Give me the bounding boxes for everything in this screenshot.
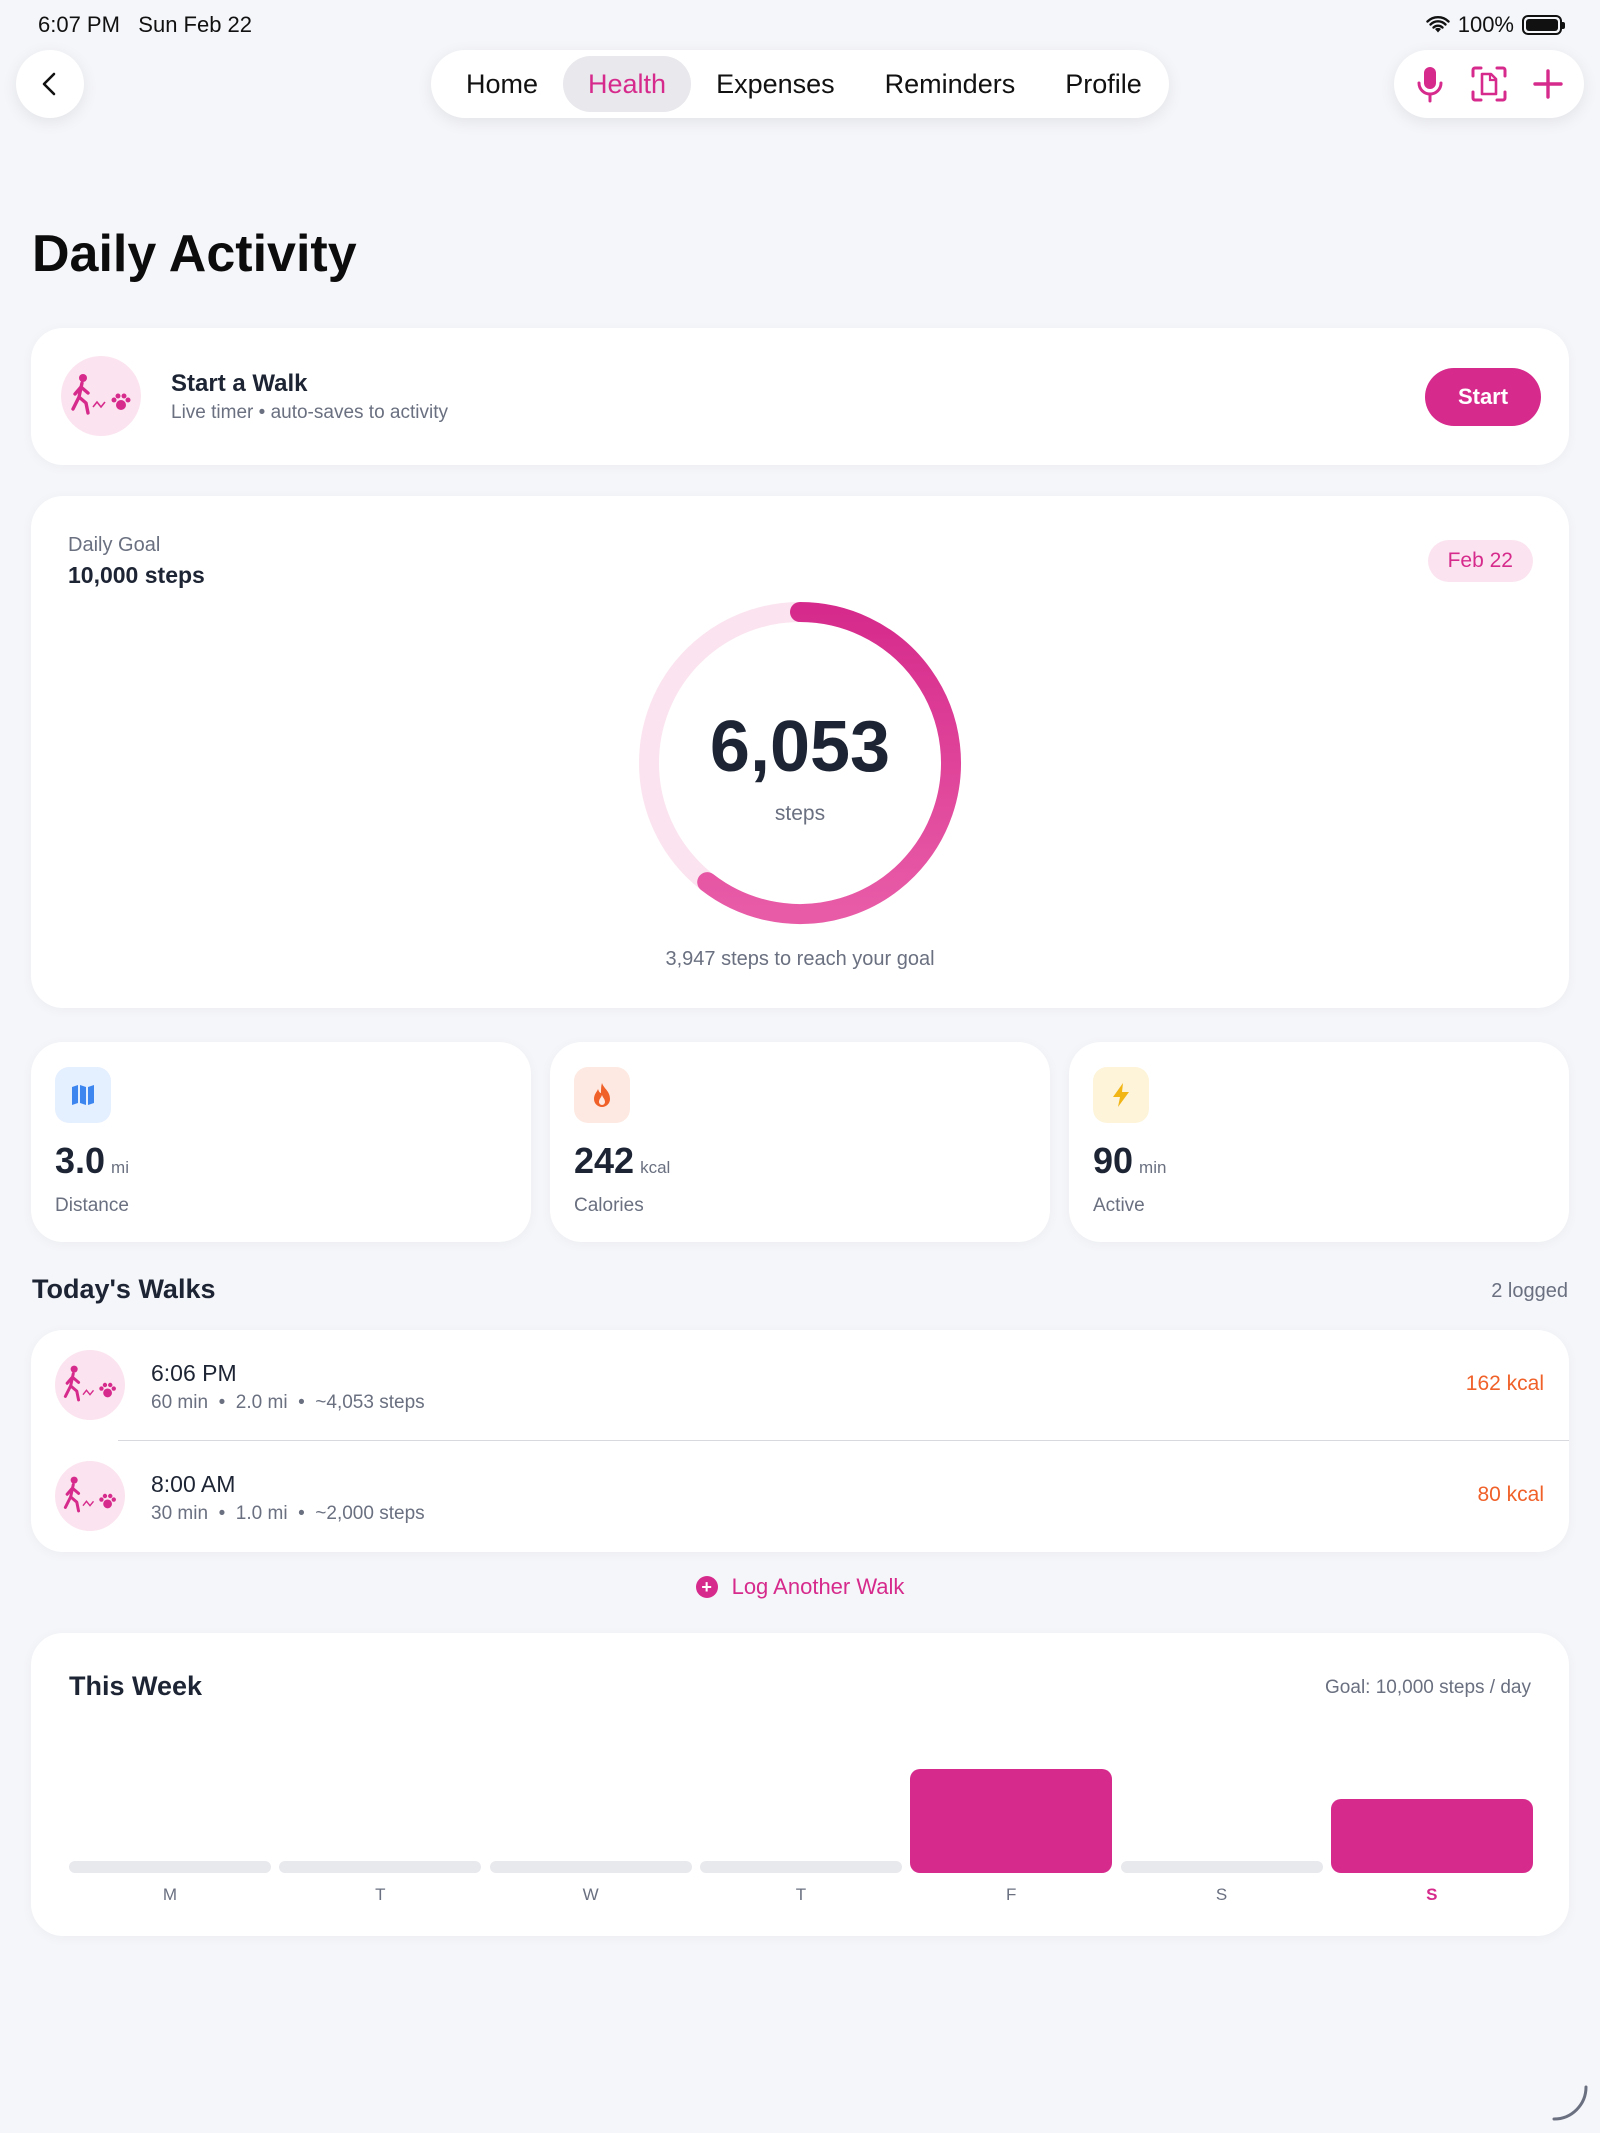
map-icon [55,1067,111,1123]
status-bar: 6:07 PM Sun Feb 22 100% [0,0,1600,50]
bar-day-label: S [1426,1885,1438,1904]
battery-icon [1522,15,1565,35]
battery-percent: 100% [1457,12,1514,37]
page-title: Daily Activity [32,225,357,283]
walks-list: 6:06 PM 60 min • 2.0 mi • ~4,053 steps 1… [31,1330,1569,1552]
bar-column: T [279,1733,482,1904]
chevron-left-icon [42,72,56,96]
tab-profile[interactable]: Profile [1065,68,1142,99]
goal-value: 10,000 steps [68,562,205,588]
chart-bar [1330,1799,1533,1873]
goal-label: Daily Goal [68,534,161,556]
wifi-icon [1426,16,1450,33]
tab-home[interactable]: Home [466,68,539,99]
walk-kcal: 80 kcal [1477,1483,1544,1506]
week-goal: Goal: 10,000 steps / day [1325,1677,1531,1698]
bolt-icon [1093,1067,1149,1123]
distance-value: 3.0 [55,1140,106,1181]
chart-bar [279,1861,482,1873]
bar-day-label: F [1005,1885,1017,1904]
steps-progress-ring [639,602,961,924]
chart-bar [489,1861,692,1873]
bar-column: S [1330,1733,1533,1904]
bar-column: S [1120,1733,1323,1904]
walker-dog-icon [55,1350,125,1420]
scroll-corner-indicator [1552,2085,1588,2121]
bar-day-label: T [375,1885,386,1904]
active-value: 90 [1093,1140,1134,1181]
start-walk-title: Start a Walk [171,370,308,397]
chart-bar [1120,1861,1323,1873]
document-scan-icon[interactable] [1465,60,1513,108]
walk-time: 8:00 AM [151,1471,236,1497]
plus-icon[interactable] [1524,60,1572,108]
tab-expenses[interactable]: Expenses [716,68,835,99]
steps-unit: steps [774,802,826,825]
steps-count: 6,053 [709,707,891,787]
walk-time: 6:06 PM [151,1360,237,1386]
calories-unit: kcal [640,1158,671,1177]
walker-dog-icon [55,1461,125,1531]
active-label: Active [1093,1195,1145,1216]
stat-card-active: 90 min Active [1069,1042,1569,1242]
stat-card-distance: 3.0 mi Distance [31,1042,531,1242]
status-indicators: 100% [1426,12,1565,38]
top-nav: Home Health Expenses Reminders Profile [431,50,1169,118]
bar-day-label: T [795,1885,807,1904]
walks-count: 2 logged [1491,1280,1568,1302]
flame-icon [574,1067,630,1123]
start-walk-subtitle: Live timer • auto-saves to activity [171,402,448,423]
active-unit: min [1139,1158,1167,1177]
distance-label: Distance [55,1195,129,1216]
plus-circle-icon: + [695,1576,718,1598]
start-walk-button[interactable]: Start [1425,368,1541,426]
log-another-walk-button[interactable]: + Log Another Walk [0,1574,1600,1600]
log-another-walk-label: Log Another Walk [731,1574,905,1599]
bar-column: F [910,1733,1113,1904]
chart-bar [699,1861,902,1873]
walk-meta: 30 min • 1.0 mi • ~2,000 steps [151,1503,425,1524]
walk-list-item[interactable]: 8:00 AM 30 min • 1.0 mi • ~2,000 steps 8… [31,1441,1569,1552]
chart-bar [910,1769,1113,1873]
divider [118,1440,1569,1441]
daily-goal-card: Daily Goal 10,000 steps Feb 22 6,053 ste… [31,496,1569,1008]
status-time: 6:07 PM Sun Feb 22 [38,12,253,37]
calories-value: 242 [574,1140,635,1181]
todays-walks-title: Today's Walks [32,1274,216,1304]
steps-remaining: 3,947 steps to reach your goal [665,948,935,970]
stat-card-calories: 242 kcal Calories [550,1042,1050,1242]
chart-bar [69,1861,271,1873]
this-week-card: This Week Goal: 10,000 steps / day M T W T F… [31,1633,1569,1936]
date-badge: Feb 22 [1427,540,1533,582]
walk-list-item[interactable]: 6:06 PM 60 min • 2.0 mi • ~4,053 steps 1… [31,1330,1569,1441]
bar-day-label: W [582,1885,599,1904]
bar-column: T [699,1733,902,1904]
back-button[interactable] [16,50,84,118]
bar-day-label: S [1215,1885,1228,1904]
walker-dog-icon [61,356,141,436]
toolbar-actions [1394,50,1584,118]
calories-label: Calories [574,1195,644,1216]
bar-day-label: M [162,1885,178,1904]
walk-meta: 60 min • 2.0 mi • ~4,053 steps [151,1392,425,1413]
start-walk-card: Start a Walk Live timer • auto-saves to … [31,328,1569,465]
bar-column: W [489,1733,692,1904]
distance-unit: mi [111,1158,129,1177]
tab-health[interactable]: Health [563,56,692,112]
bar-column: M [69,1733,271,1904]
week-title: This Week [69,1671,203,1701]
tab-reminders[interactable]: Reminders [884,68,1016,99]
walk-kcal: 162 kcal [1465,1372,1544,1395]
ring-progress-arc [697,602,961,924]
microphone-icon[interactable] [1406,60,1454,108]
